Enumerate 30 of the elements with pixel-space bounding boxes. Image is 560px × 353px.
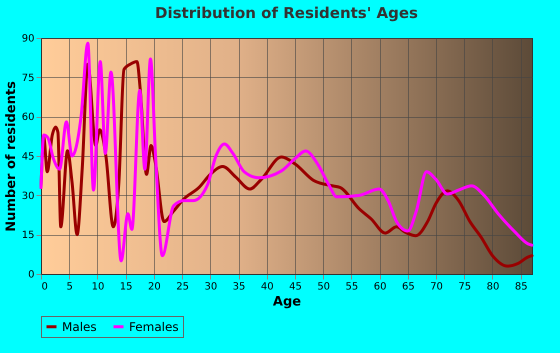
legend-label: Females: [129, 320, 179, 334]
x-tick-label: 75: [458, 282, 472, 292]
y-tick-label: 15: [22, 230, 34, 242]
x-tick-label: 35: [232, 282, 246, 292]
x-tick-label: 80: [486, 282, 500, 292]
y-axis-title: Number of residents: [4, 80, 19, 232]
x-tick-label: 60: [374, 282, 386, 292]
x-tick-label: 70: [430, 282, 443, 292]
x-tick-label: 0: [42, 282, 48, 292]
y-tick-label: 90: [22, 34, 34, 44]
x-tick-label: 45: [289, 282, 302, 292]
x-tick-label: 55: [346, 282, 358, 292]
x-tick-label: 25: [176, 282, 189, 292]
x-tick-label: 15: [120, 282, 133, 292]
y-tick-label: 75: [22, 72, 34, 84]
x-tick-label: 10: [92, 282, 104, 292]
y-tick-label: 30: [22, 190, 34, 202]
y-tick-label: 60: [22, 112, 34, 124]
x-tick-label: 50: [317, 282, 330, 292]
x-tick-label: 40: [260, 282, 274, 292]
legend-label: Males: [62, 320, 97, 334]
x-tick-label: 5: [66, 282, 73, 292]
x-tick-label: 65: [402, 282, 415, 292]
x-axis-title: Age: [272, 294, 302, 310]
x-tick-label: 30: [204, 282, 218, 292]
x-tick-label: 20: [148, 282, 161, 292]
chart-title: Distribution of Residents' Ages: [155, 4, 418, 22]
y-tick-label: 45: [22, 152, 34, 162]
y-tick-label: 0: [28, 270, 34, 280]
x-tick-label: 85: [514, 282, 528, 292]
